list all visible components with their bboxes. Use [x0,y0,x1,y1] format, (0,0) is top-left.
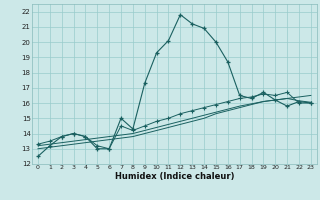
X-axis label: Humidex (Indice chaleur): Humidex (Indice chaleur) [115,172,234,181]
